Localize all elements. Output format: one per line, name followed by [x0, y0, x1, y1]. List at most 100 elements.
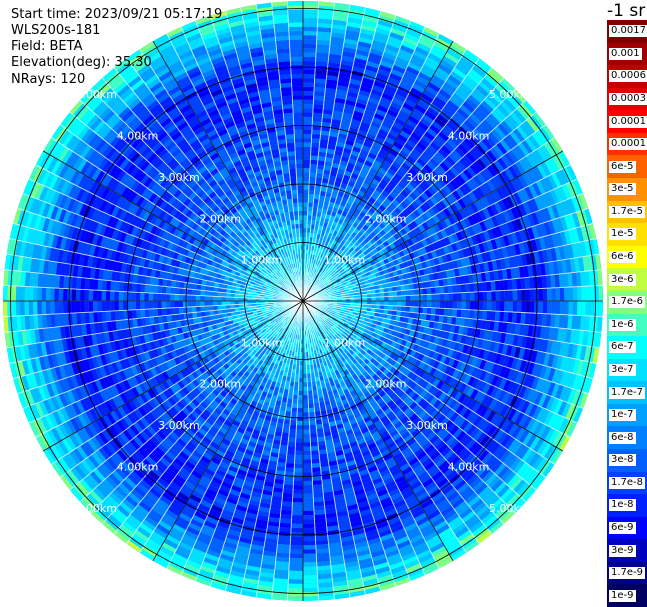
data-cell — [339, 201, 347, 207]
data-cell — [404, 70, 418, 80]
data-cell — [469, 292, 475, 301]
data-cell — [340, 59, 354, 67]
data-cell — [351, 114, 363, 122]
data-cell — [397, 295, 402, 301]
data-cell — [401, 295, 406, 301]
data-cell — [319, 253, 324, 258]
data-cell — [291, 510, 303, 516]
data-cell — [486, 281, 492, 292]
data-cell — [417, 194, 427, 204]
data-cell — [397, 134, 408, 143]
data-cell — [324, 260, 329, 266]
data-cell — [421, 281, 427, 289]
data-cell — [307, 211, 313, 216]
data-cell — [357, 41, 372, 49]
data-cell — [348, 158, 357, 165]
data-cell — [405, 301, 411, 307]
data-cell — [436, 92, 450, 104]
data-cell — [369, 182, 378, 190]
data-cell — [292, 502, 303, 507]
data-cell — [421, 64, 436, 75]
data-cell — [292, 493, 303, 499]
data-cell — [386, 40, 402, 49]
data-cell — [328, 275, 333, 280]
data-cell — [457, 143, 469, 155]
data-cell — [308, 189, 315, 195]
data-cell — [393, 141, 404, 150]
data-cell — [351, 187, 360, 195]
data-cell — [341, 152, 351, 159]
data-cell — [482, 301, 488, 311]
data-cell — [429, 141, 441, 152]
data-cell — [469, 131, 482, 144]
data-cell — [321, 178, 329, 184]
data-cell — [303, 142, 312, 147]
data-cell — [542, 288, 548, 301]
data-cell — [459, 56, 475, 69]
data-cell — [424, 110, 437, 121]
data-cell — [289, 424, 297, 430]
data-cell — [318, 261, 323, 267]
data-cell — [405, 139, 417, 149]
data-cell — [422, 294, 428, 301]
data-cell — [303, 480, 313, 486]
data-cell — [303, 202, 309, 207]
data-cell — [414, 197, 423, 207]
data-cell — [356, 45, 371, 53]
data-cell — [589, 285, 595, 301]
data-cell — [464, 75, 479, 88]
data-cell — [408, 151, 419, 162]
data-cell — [303, 116, 313, 122]
data-cell — [307, 215, 312, 220]
data-cell — [499, 311, 505, 323]
data-cell — [330, 211, 337, 217]
data-cell — [314, 260, 319, 265]
data-cell — [404, 98, 417, 108]
data-cell — [303, 390, 308, 396]
data-cell — [452, 308, 458, 318]
data-cell — [286, 458, 295, 464]
data-cell — [324, 161, 333, 167]
data-cell — [491, 301, 496, 312]
data-cell — [330, 166, 339, 173]
data-cell — [564, 287, 569, 301]
data-cell — [303, 386, 308, 392]
data-cell — [371, 85, 385, 93]
data-cell — [385, 44, 400, 53]
data-cell — [430, 287, 436, 295]
data-cell — [329, 45, 344, 52]
data-cell — [331, 119, 342, 125]
data-cell — [347, 17, 363, 25]
data-cell — [358, 125, 369, 133]
data-cell — [429, 49, 445, 60]
data-cell — [461, 292, 466, 301]
data-cell — [395, 137, 406, 147]
data-cell — [456, 309, 462, 318]
data-cell — [303, 493, 314, 499]
data-cell — [303, 125, 313, 130]
data-cell — [324, 92, 336, 98]
data-cell — [376, 132, 387, 141]
data-cell — [303, 596, 319, 601]
data-cell — [331, 266, 337, 271]
data-cell — [417, 170, 428, 180]
data-cell — [326, 251, 331, 257]
data-cell — [350, 173, 359, 180]
data-cell — [319, 139, 329, 145]
data-cell — [289, 562, 303, 567]
data-cell — [313, 99, 325, 105]
data-cell — [433, 167, 444, 178]
data-cell — [538, 288, 544, 301]
data-cell — [316, 44, 330, 50]
data-cell — [343, 247, 349, 254]
data-cell — [303, 120, 313, 126]
data-cell — [435, 37, 451, 49]
data-cell — [448, 301, 454, 309]
data-cell — [354, 240, 361, 247]
data-cell — [392, 301, 398, 306]
data-cell — [293, 476, 303, 482]
data-cell — [371, 163, 381, 172]
data-cell — [316, 270, 321, 275]
data-cell — [357, 190, 366, 198]
data-cell — [320, 213, 327, 219]
